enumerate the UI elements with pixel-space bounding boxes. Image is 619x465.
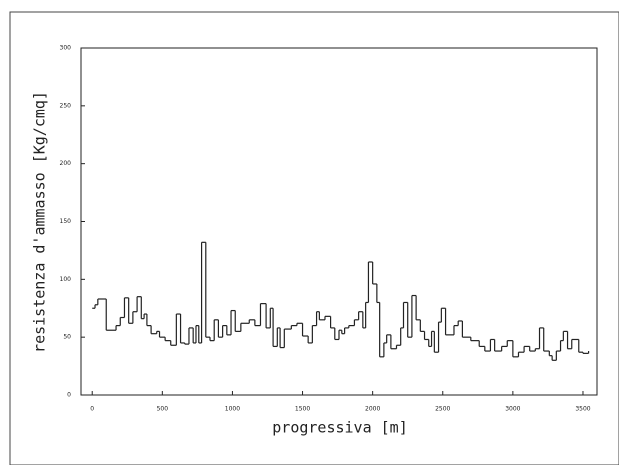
y-tick-label: 50 bbox=[63, 334, 71, 341]
y-tick-label: 200 bbox=[60, 160, 72, 167]
y-tick-label: 300 bbox=[60, 45, 72, 52]
x-tick-label: 2500 bbox=[435, 406, 450, 413]
x-tick-label: 1000 bbox=[225, 406, 240, 413]
x-tick-label: 1500 bbox=[295, 406, 310, 413]
page-frame bbox=[9, 11, 619, 465]
plot-frame bbox=[80, 47, 598, 396]
y-tick-label: 150 bbox=[60, 218, 72, 225]
x-tick-label: 0 bbox=[90, 406, 94, 413]
x-tick-label: 500 bbox=[157, 406, 169, 413]
x-tick-label: 3500 bbox=[575, 406, 590, 413]
y-tick-label: 250 bbox=[60, 102, 72, 109]
x-axis-label: progressiva [m] bbox=[272, 419, 407, 437]
y-axis-label: resistenza d'ammasso [Kg/cmq] bbox=[31, 91, 49, 353]
x-tick-label: 2000 bbox=[365, 406, 380, 413]
y-tick-label: 0 bbox=[67, 392, 71, 399]
y-tick-label: 100 bbox=[60, 276, 72, 283]
x-tick-label: 3000 bbox=[505, 406, 520, 413]
